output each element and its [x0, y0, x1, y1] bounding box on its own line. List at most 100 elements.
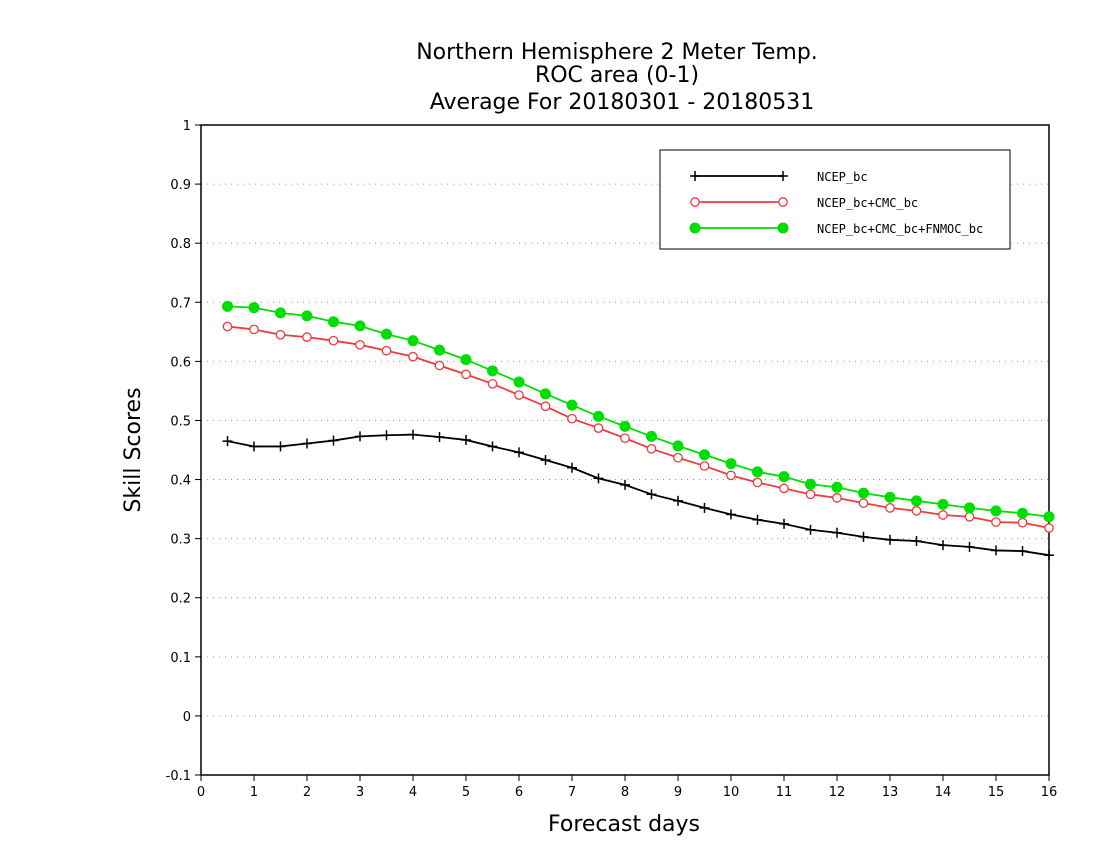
data-point — [434, 360, 445, 371]
data-point — [699, 461, 710, 471]
data-point — [460, 354, 472, 366]
data-point — [328, 316, 339, 328]
data-point — [779, 483, 789, 494]
x-tick-label: 16 — [1041, 785, 1058, 800]
data-point — [407, 335, 419, 347]
data-point — [328, 335, 339, 346]
y-tick-label: 0.8 — [170, 237, 191, 252]
data-point — [938, 510, 948, 520]
data-point — [540, 388, 551, 400]
legend-marker — [777, 222, 789, 234]
series-line — [227, 325, 1050, 529]
y-tick-label: 0.3 — [170, 533, 191, 548]
legend: NCEP_bc NCEP_bc+CMC_bc NCEP_bc+CMC_bc+FNMO… — [659, 149, 1011, 250]
data-point — [858, 487, 869, 499]
data-point — [752, 477, 763, 488]
data-point — [964, 502, 975, 514]
data-point — [408, 351, 418, 362]
data-point — [355, 431, 365, 442]
data-point — [1044, 523, 1054, 533]
data-point — [222, 321, 233, 332]
data-point — [937, 498, 949, 510]
data-point — [619, 420, 631, 432]
data-point — [540, 455, 551, 466]
legend-entry: NCEP_bc+CMC_bc+FNMOC_bc — [689, 222, 983, 236]
y-axis-label: Skill Scores — [121, 387, 146, 512]
data-point — [222, 300, 233, 312]
data-point — [699, 449, 710, 461]
data-point — [408, 429, 418, 440]
data-point — [885, 534, 895, 545]
x-tick-label: 13 — [882, 785, 899, 800]
chart-title-line-1: Northern Hemisphere 2 Meter Temp. — [416, 40, 818, 65]
data-point — [249, 324, 259, 335]
data-point — [381, 345, 392, 356]
series-1 — [222, 429, 1054, 561]
legend-label: NCEP_bc+CMC_bc — [817, 196, 918, 210]
data-point — [567, 462, 577, 473]
y-tick-label: 0 — [183, 710, 191, 725]
legend-marker — [778, 197, 788, 207]
data-point — [593, 410, 604, 422]
y-tick-label: 0.5 — [170, 414, 191, 429]
data-point — [779, 518, 789, 529]
data-point — [566, 399, 578, 411]
x-tick-label: 0 — [197, 785, 205, 800]
data-point — [646, 489, 657, 500]
legend-box — [659, 149, 1011, 250]
y-tick-label: 1 — [183, 119, 191, 134]
data-point — [434, 432, 445, 442]
data-point — [381, 328, 392, 340]
data-point — [593, 423, 604, 433]
data-point — [487, 441, 498, 452]
series-3 — [222, 300, 1055, 523]
data-point — [646, 443, 657, 454]
x-axis-label: Forecast days — [548, 812, 700, 837]
data-point — [487, 365, 498, 377]
y-tick-label: 0.4 — [170, 474, 191, 489]
data-point — [487, 378, 498, 389]
data-point — [514, 390, 524, 400]
data-point — [725, 458, 737, 470]
x-tick-label: 9 — [674, 785, 682, 800]
x-tick-label: 4 — [409, 785, 417, 800]
x-tick-label: 10 — [723, 785, 740, 800]
data-point — [911, 506, 922, 516]
legend-marker — [690, 197, 700, 207]
data-point — [752, 514, 763, 525]
legend-entry: NCEP_bc — [690, 170, 868, 184]
series-2 — [222, 321, 1054, 533]
y-tick-label: 0.7 — [170, 296, 191, 311]
data-point — [911, 495, 922, 507]
data-point — [275, 441, 286, 452]
data-point — [673, 452, 683, 463]
data-point — [567, 413, 577, 424]
data-point — [964, 541, 975, 552]
data-point — [884, 491, 896, 503]
x-tick-label: 2 — [303, 785, 311, 800]
data-point — [593, 473, 604, 484]
data-point — [673, 495, 683, 506]
data-point — [620, 479, 630, 490]
data-point — [726, 470, 736, 481]
data-point — [805, 524, 816, 535]
x-tick-label: 7 — [568, 785, 576, 800]
legend-label: NCEP_bc+CMC_bc+FNMOC_bc — [817, 222, 983, 236]
data-point — [381, 430, 392, 441]
legend-marker — [690, 171, 700, 181]
data-point — [328, 435, 339, 446]
data-point — [858, 531, 869, 542]
data-point — [699, 502, 710, 513]
data-point — [302, 438, 312, 449]
x-tick-label: 12 — [829, 785, 846, 800]
data-point — [991, 545, 1001, 556]
x-tick-label: 6 — [515, 785, 523, 800]
data-point — [1017, 517, 1028, 528]
data-point — [354, 320, 366, 332]
data-point — [805, 489, 816, 500]
data-point — [355, 339, 365, 350]
x-tick-label: 11 — [776, 785, 793, 800]
data-point — [1044, 550, 1054, 561]
data-point — [1017, 546, 1028, 557]
